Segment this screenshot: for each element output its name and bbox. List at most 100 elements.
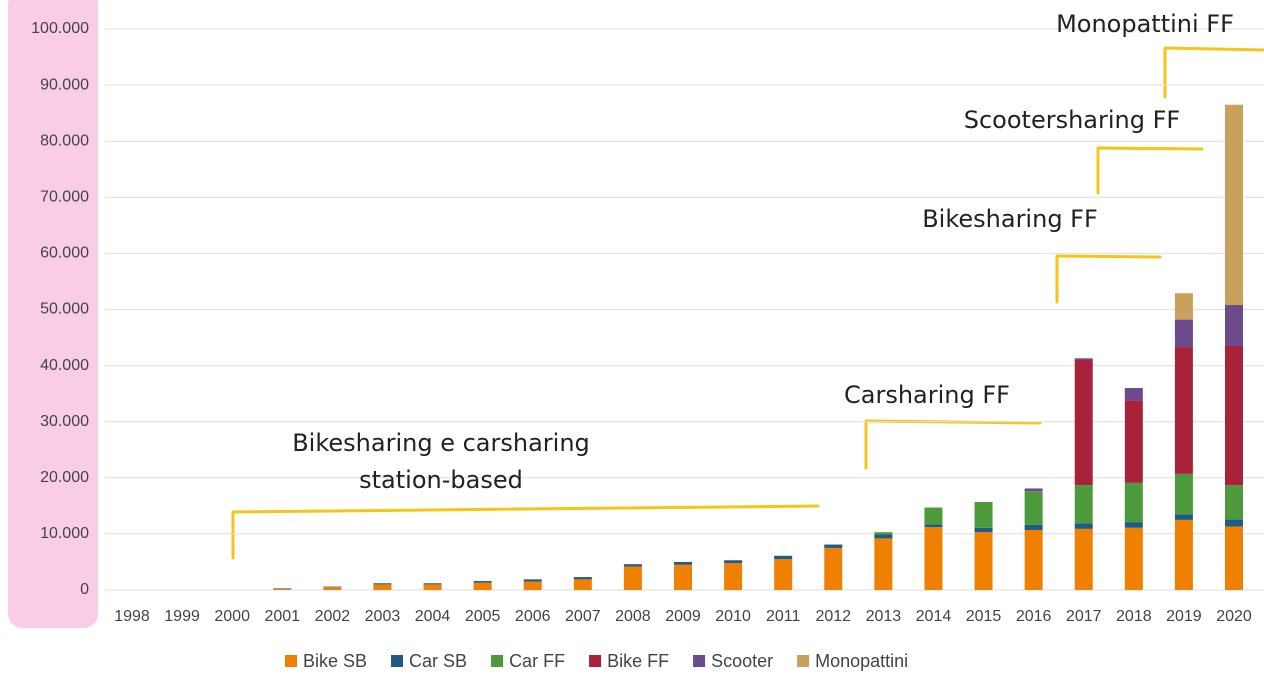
bracket [1055,254,1162,304]
bar-segment [473,581,492,583]
x-tick-label: 2003 [365,608,401,625]
x-tick-label: 2010 [715,608,751,625]
y-tick-label: 20.000 [40,469,89,486]
legend-label: Bike FF [607,651,669,671]
bar-segment [623,566,642,590]
bar-segment [573,579,592,590]
y-tick-label: 10.000 [40,525,89,542]
bar-segment [473,582,492,590]
annotation: station-based [359,466,523,494]
bar-segment [1225,526,1243,590]
bar-segment [1074,485,1093,524]
x-tick-label: 2018 [1116,608,1152,625]
x-tick-label: 2016 [1016,608,1052,625]
bar-segment [373,584,392,590]
bar-segment [423,583,442,585]
bar-segment [573,577,592,580]
bar-segment [1024,524,1043,530]
bar-segment [1174,347,1193,474]
x-tick-label: 2009 [665,608,701,625]
legend-swatch [391,655,404,667]
x-tick-label: 2019 [1166,608,1202,625]
bar-segment [1124,527,1143,590]
bar-segment [774,559,793,590]
x-tick-label: 2012 [815,608,851,625]
legend-label: Monopattini [815,651,908,671]
x-tick-label: 2006 [515,608,551,625]
x-tick-label: 2000 [214,608,250,625]
bar-segment [824,544,843,548]
y-tick-label: 90.000 [40,76,89,93]
bar-segment [1124,388,1143,401]
legend-swatch [797,655,810,667]
legend-swatch [589,655,602,667]
bar-segment [974,532,993,590]
legend-label: Bike SB [303,651,367,671]
y-tick-label: 70.000 [40,189,89,206]
x-tick-label: 2004 [415,608,451,625]
bar-segment [924,524,943,528]
bracket [1163,46,1264,99]
bar-segment [1074,359,1093,486]
y-tick-label: 80.000 [40,132,89,149]
bar-segment [674,561,692,565]
legend-label: Car FF [509,651,565,671]
x-tick-label: 2015 [966,608,1002,625]
legend-swatch [491,655,504,667]
bar-segment [1174,293,1193,320]
annotation: Scootersharing FF [964,106,1180,134]
bar-segment [1024,488,1043,492]
bar-segment [874,532,893,535]
x-tick-label: 2014 [916,608,952,625]
bar-segment [974,501,993,528]
bar-segment [1225,104,1243,306]
bar-segment [724,563,743,590]
annotation: Bikesharing e carsharing [292,429,590,457]
bar-segment [423,584,442,590]
bar-segment [1174,473,1193,515]
bar-segment [874,534,893,539]
bar-segment [1225,345,1243,486]
bar-segment [974,527,993,533]
bar-segment [273,588,292,589]
annotation: Bikesharing FF [922,205,1098,233]
legend-label: Car SB [409,651,467,671]
x-tick-label: 2013 [866,608,902,625]
x-tick-label: 2017 [1066,608,1102,625]
annotation: Monopattini FF [1056,10,1234,38]
bar-segment [724,560,743,564]
bar-segment [1225,519,1243,527]
bar-segment [1174,514,1193,520]
bar-segment [1024,529,1043,590]
bracket [864,419,1042,470]
bracket [231,504,820,560]
bar-segment [924,507,943,525]
legend-swatch [693,655,706,667]
y-tick-label: 30.000 [40,413,89,430]
bar-segment [523,579,542,582]
x-tick-label: 2002 [315,608,351,625]
bar-segment [1074,523,1093,529]
bar-segment [373,583,392,585]
annotation: Carsharing FF [844,381,1010,409]
y-tick-label: 40.000 [40,357,89,374]
bar-segment [674,564,692,590]
bar-segment [1124,482,1143,523]
bar-segment [1225,485,1243,520]
bar-segment [874,538,893,590]
bar-segment [1124,522,1143,528]
x-tick-label: 2001 [264,608,300,625]
bar-segment [1024,491,1043,525]
bar-segment [323,587,342,590]
x-tick-label: 2011 [766,608,801,625]
bar-segment [273,588,292,590]
bar-segment [924,527,943,590]
bar-segment [774,555,793,560]
bar-segment [1225,305,1243,346]
y-tick-label: 100.000 [31,20,89,37]
bar-segment [824,547,843,590]
bar-segment [1124,400,1143,483]
x-tick-label: 2020 [1216,608,1252,625]
x-tick-label: 2008 [615,608,651,625]
